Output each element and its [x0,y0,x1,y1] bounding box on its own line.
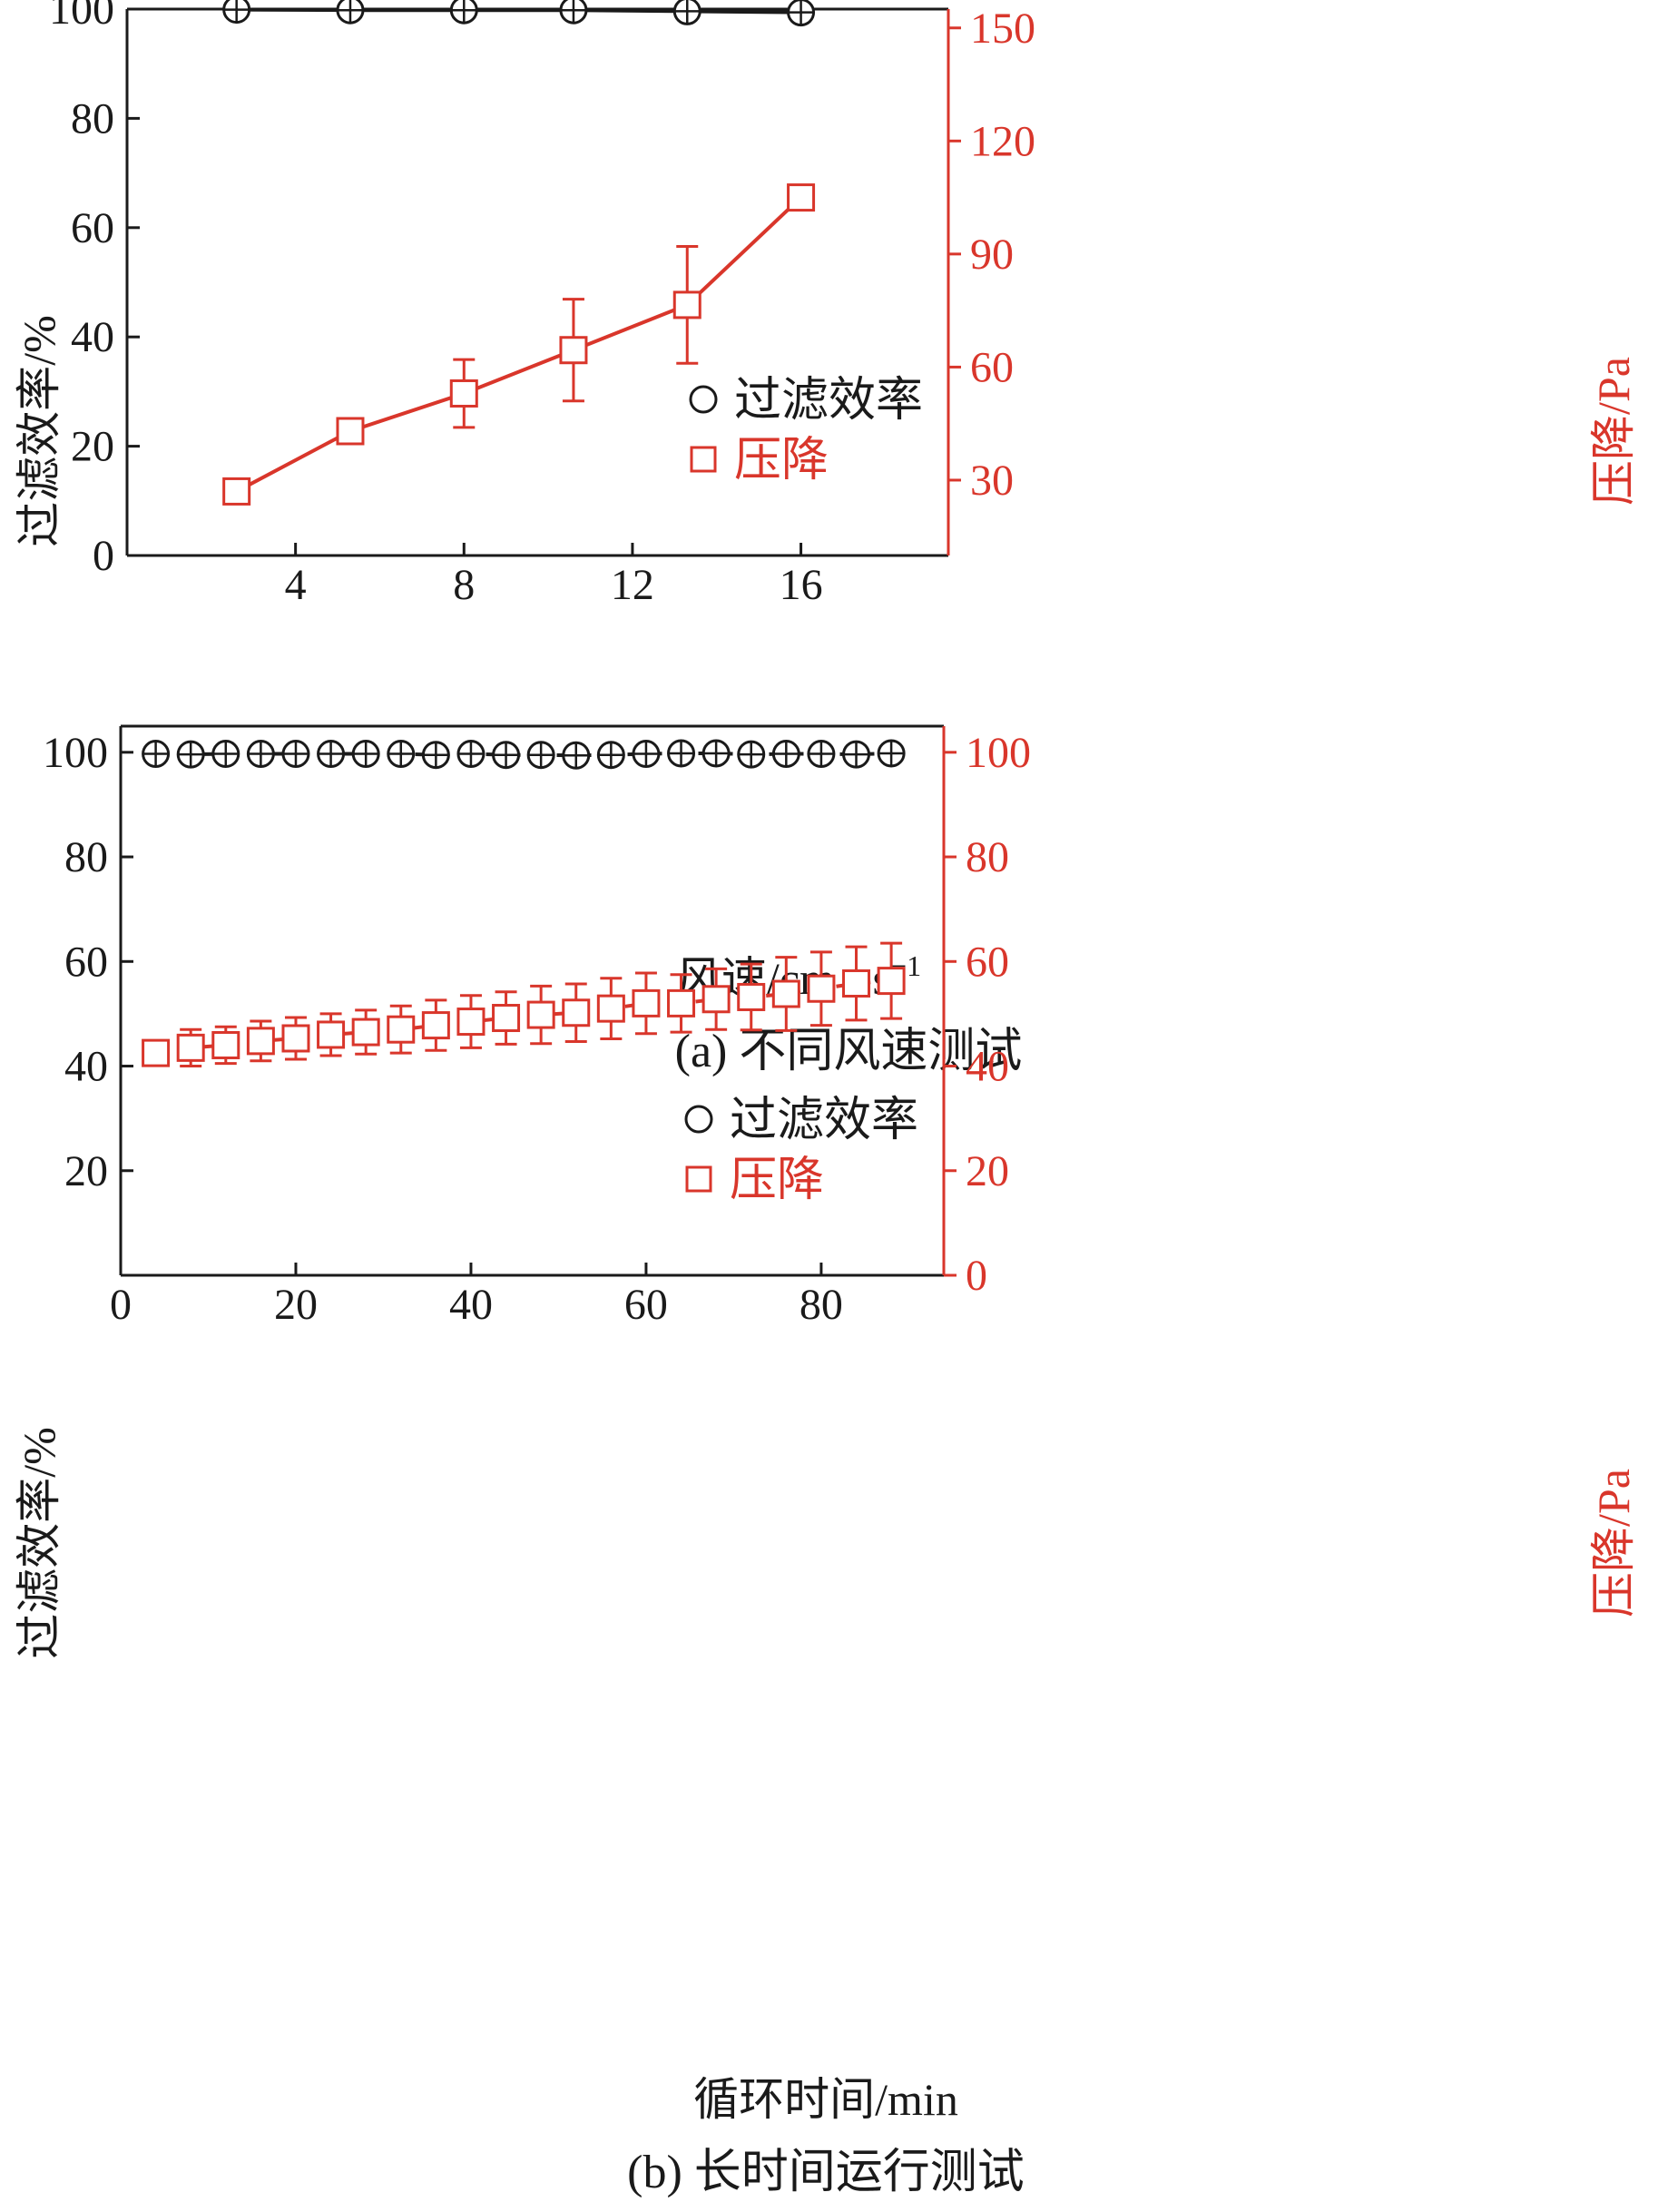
panel-a-series-efficiency-line [236,7,801,15]
panel-b-x-tick-label: 40 [449,1281,493,1329]
panel-b-series-pressure-drop-marker [877,967,906,996]
panel-a-legend-marker-efficiency [689,385,718,414]
panel-b-y-right-tick-label: 100 [966,729,1031,777]
panel-b-series-pressure-drop-marker [317,1020,346,1049]
panel-b-series-pressure-drop-marker [807,974,836,1003]
panel-b-y-tick-label: 20 [64,1147,108,1195]
panel-a-x-tick-label: 8 [453,561,475,609]
panel-a-legend-label: 过滤效率 [734,375,923,427]
panel-b-y-right-tick-label: 60 [966,938,1009,986]
panel-b-y-tick-label: 100 [43,729,108,777]
panel-a-series-pressure-drop [222,183,816,506]
panel-b-x-tick-label: 80 [800,1281,843,1329]
panel-b-x-axis-label: 循环时间/min [693,2074,958,2125]
panel-a-x-tick-label: 4 [285,561,307,609]
panel-a-y-right-tick-label: 90 [970,231,1014,279]
panel-b-series-pressure-drop-marker [142,1038,171,1067]
panel-a-y-tick-label: 80 [71,94,114,143]
panel-b-series-pressure-drop-marker [456,1008,486,1037]
panel-a-series-pressure-drop-marker [336,417,365,446]
panel-a-y-right-tick-label: 120 [970,117,1035,165]
panel-b-y-right-axis-label: 压降/Pa [1588,1469,1639,1617]
panel-a-series-pressure-drop-marker [559,336,588,365]
panel-a-y-tick-label: 100 [49,0,114,34]
panel-a-caption: (a) 不同风速测试 [675,1026,1023,1077]
panel-b-series-pressure-drop-marker [596,994,625,1023]
panel-b-x-tick-label: 0 [110,1281,132,1329]
panel-b-series-pressure-drop-marker [562,998,591,1027]
panel-b-series-efficiency [142,739,906,770]
panel-b-y-axis-label: 过滤效率/% [14,1427,64,1659]
panel-a-y-tick-label: 40 [71,313,114,361]
panel-b-y-right-tick-label: 40 [966,1043,1009,1091]
panel-b-series-pressure-drop-marker [246,1027,275,1056]
panel-b-series-pressure-drop-marker [281,1024,310,1053]
panel-b-y-right-tick-label: 20 [966,1147,1009,1195]
panel-a-y-right-tick-label: 30 [970,457,1014,505]
panel-b-legend-label: 过滤效率 [730,1095,918,1146]
panel-a-y-tick-label: 20 [71,423,114,471]
panel-b-y-tick-label: 40 [64,1043,108,1091]
panel-b-series-pressure-drop-marker [176,1033,205,1062]
panel-a-y-right-tick-label: 60 [970,343,1014,391]
panel-b-caption: (b) 长时间运行测试 [627,2147,1025,2198]
panel-a-y-axis-label: 过滤效率/% [14,315,64,547]
panel-a-y-tick-label: 60 [71,204,114,252]
panel-b-series-pressure-drop-marker [667,988,696,1018]
panel-b-legend-label: 压降 [730,1155,824,1206]
panel-b-series-pressure-drop-marker [771,979,800,1008]
panel-a-y-tick-label: 0 [93,532,114,580]
panel-a-series-pressure-drop-marker [449,378,478,408]
panel-a-x-tick-label: 12 [611,561,654,609]
panel-b-series-pressure-drop-marker [701,985,731,1014]
panel-a-legend-label: 压降 [734,435,829,487]
panel-b-series-pressure-drop-marker [421,1011,450,1040]
panel-b-series-pressure-drop-marker [632,988,661,1018]
panel-b-series-pressure-drop-marker [211,1030,240,1059]
panel-a-y-right-axis-label: 压降/Pa [1588,357,1639,506]
panel-b-x-tick-label: 60 [624,1281,668,1329]
panel-b-series-pressure-drop-marker [737,982,766,1011]
panel-b-series-pressure-drop-line [155,978,892,1056]
panel-b-legend-marker-efficiency [684,1105,713,1134]
panel-b-series-pressure-drop-marker [351,1018,380,1047]
panel-b-series-pressure-drop-marker [842,968,871,998]
panel-a-series-efficiency [222,0,816,27]
panel-a-legend-marker-pressure-drop [690,446,717,473]
panel-a-series-pressure-drop-marker [672,290,701,320]
panel-b-series-pressure-drop-marker [526,1000,555,1029]
panel-b-y-tick-label: 60 [64,938,108,986]
panel-b-series-pressure-drop [142,941,906,1068]
panel-b-y-right-tick-label: 80 [966,833,1009,881]
panel-b-series-pressure-drop-marker [492,1004,521,1033]
panel-b-y-right-tick-label: 0 [966,1252,987,1300]
panel-b-series-efficiency-line [155,751,892,758]
panel-a-y-right-tick-label: 150 [970,5,1035,53]
panel-b-y-tick-label: 80 [64,833,108,881]
panel-b-x-tick-label: 20 [274,1281,318,1329]
panel-a-x-tick-label: 16 [780,561,823,609]
panel-a-series-pressure-drop-marker [222,477,251,506]
panel-b-series-pressure-drop-marker [387,1015,416,1044]
panel-a-series-pressure-drop-line [235,196,802,494]
panel-b-legend-marker-pressure-drop [685,1165,712,1193]
panel-a-series-pressure-drop-marker [787,183,816,212]
